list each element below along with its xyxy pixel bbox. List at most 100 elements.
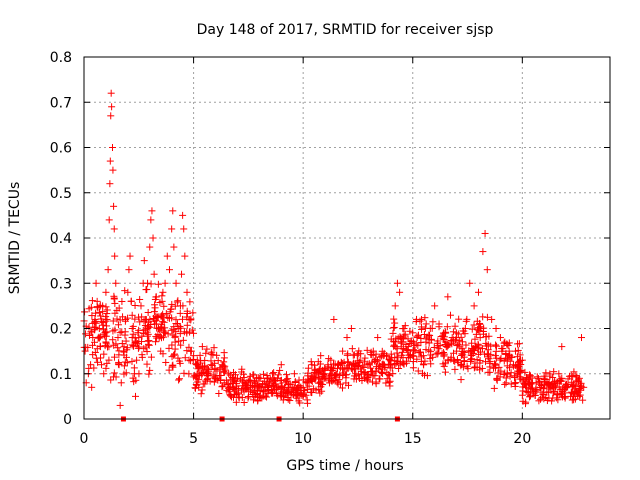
data-point	[540, 385, 548, 393]
data-point	[162, 358, 170, 366]
data-point	[93, 297, 101, 305]
data-point	[221, 368, 229, 376]
data-point	[114, 321, 122, 329]
data-point	[147, 280, 155, 288]
data-point	[113, 306, 121, 314]
data-point	[304, 379, 312, 387]
y-tick-label: 0	[63, 412, 72, 428]
data-point	[483, 266, 491, 274]
data-point	[435, 320, 443, 328]
data-point	[168, 225, 176, 233]
data-point	[334, 361, 342, 369]
data-point	[283, 371, 291, 379]
data-point	[312, 370, 320, 378]
data-point	[176, 309, 184, 317]
data-point	[246, 372, 254, 380]
data-point	[226, 391, 234, 399]
data-point	[105, 343, 113, 351]
data-point	[473, 356, 481, 364]
data-point	[131, 315, 139, 323]
data-point	[474, 340, 482, 348]
data-point	[201, 362, 209, 370]
data-point	[208, 362, 216, 370]
data-point	[440, 352, 448, 360]
data-point	[420, 371, 428, 379]
data-point	[347, 365, 355, 373]
data-point	[177, 341, 185, 349]
data-point	[372, 363, 380, 371]
data-point	[220, 354, 228, 362]
data-point	[235, 394, 243, 402]
data-point	[282, 377, 290, 385]
data-point	[97, 312, 105, 320]
data-point	[501, 380, 509, 388]
data-point	[136, 295, 144, 303]
data-point	[199, 380, 207, 388]
data-point	[425, 346, 433, 354]
data-point	[190, 352, 198, 360]
data-point	[145, 337, 153, 345]
data-point	[295, 397, 303, 405]
data-point	[496, 334, 504, 342]
data-point	[398, 335, 406, 343]
data-point	[183, 321, 191, 329]
data-point	[511, 382, 519, 390]
data-point	[399, 348, 407, 356]
data-point	[461, 325, 469, 332]
data-point	[498, 344, 506, 352]
data-point	[263, 374, 271, 382]
data-point	[284, 395, 292, 403]
data-point	[114, 334, 122, 342]
data-point	[187, 357, 195, 365]
data-point	[138, 351, 146, 359]
data-point	[429, 353, 437, 361]
data-point	[319, 381, 327, 389]
data-point	[144, 337, 152, 345]
data-point	[430, 343, 438, 351]
data-point	[304, 369, 312, 377]
data-point	[245, 392, 253, 400]
data-point	[122, 315, 130, 323]
data-point	[168, 326, 176, 334]
data-point	[254, 397, 262, 405]
data-point	[81, 308, 89, 316]
data-point	[519, 383, 527, 391]
data-point	[264, 379, 272, 387]
data-point	[169, 331, 177, 339]
data-point	[112, 279, 120, 287]
data-point	[132, 392, 140, 400]
data-point	[467, 348, 475, 356]
data-point	[396, 288, 404, 296]
data-point	[345, 381, 353, 389]
data-point	[533, 386, 541, 394]
data-point	[147, 320, 155, 328]
data-point	[492, 341, 500, 349]
data-point	[204, 375, 212, 383]
data-point	[147, 353, 155, 361]
data-point	[526, 372, 534, 380]
data-point	[157, 347, 165, 355]
data-point	[419, 352, 427, 360]
data-point	[220, 358, 228, 366]
data-point	[490, 384, 498, 392]
data-point	[344, 358, 352, 366]
data-point	[253, 382, 261, 390]
data-point	[549, 383, 557, 391]
data-point	[453, 342, 461, 350]
data-point	[269, 389, 277, 397]
data-point	[514, 370, 522, 378]
data-point	[270, 369, 278, 377]
data-point	[378, 361, 386, 369]
data-point	[111, 299, 119, 307]
data-point	[209, 351, 217, 359]
data-point	[470, 347, 478, 355]
y-tick-label: 0.8	[50, 50, 72, 66]
data-point	[511, 374, 519, 382]
data-point	[128, 357, 136, 365]
data-point	[146, 243, 154, 251]
data-point	[197, 369, 205, 377]
data-point	[240, 374, 248, 382]
data-point	[153, 334, 161, 342]
data-point	[124, 288, 132, 296]
data-point	[470, 302, 478, 310]
